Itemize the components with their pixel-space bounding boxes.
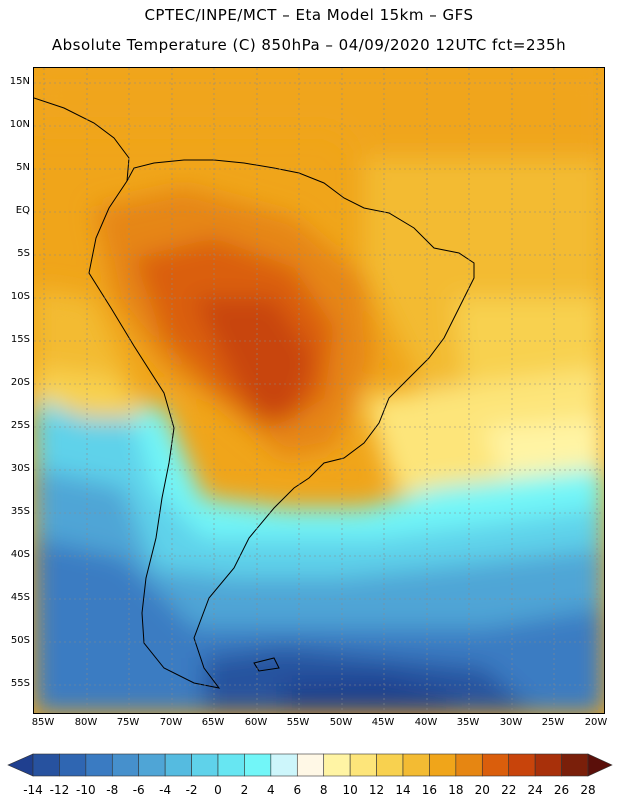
colorbar-label: -8: [106, 783, 119, 797]
lat-label: 15N: [9, 76, 30, 87]
colorbar-arrow-high: [587, 753, 613, 777]
chart-title-line2: Absolute Temperature (C) 850hPa – 04/09/…: [51, 36, 567, 54]
lat-label: 15S: [10, 334, 30, 345]
temperature-field: [34, 68, 604, 713]
colorbar-label: 26: [553, 783, 570, 797]
lon-label: 65W: [201, 717, 225, 728]
central-america-outline: [34, 97, 130, 182]
colorbar-label: 20: [474, 783, 490, 797]
colorbar-cell: [85, 753, 113, 777]
colorbar-label: 24: [527, 783, 543, 797]
colorbar-cell: [508, 753, 536, 777]
colorbar-label: 18: [448, 783, 464, 797]
lat-label: 30S: [10, 463, 30, 474]
colorbar-cell: [296, 753, 325, 777]
falklands-outline: [253, 657, 280, 672]
lat-label: 25S: [10, 420, 30, 431]
colorbar-cell: [244, 753, 272, 777]
lon-label: 80W: [74, 717, 98, 728]
lat-label: 5S: [17, 248, 30, 259]
graticule: [34, 68, 604, 713]
colorbar-label: -4: [159, 783, 172, 797]
colorbar-cell: [191, 753, 219, 777]
colorbar-cell: [481, 753, 510, 777]
lon-label: 75W: [116, 717, 140, 728]
lat-label: 55S: [10, 678, 30, 689]
lon-label: 50W: [329, 717, 353, 728]
lon-label: 40W: [414, 717, 438, 728]
map-svg: [34, 68, 604, 713]
lat-label: 35S: [10, 506, 30, 517]
lon-label: 60W: [244, 717, 268, 728]
lon-label: 45W: [371, 717, 395, 728]
lat-label: 10N: [9, 119, 30, 130]
lat-label: EQ: [15, 205, 30, 216]
colorbar-cell: [349, 753, 377, 777]
colorbar-cell: [217, 753, 245, 777]
colorbar-cell: [138, 753, 166, 777]
colorbar-label: 4: [267, 783, 275, 797]
colorbar-cell: [164, 753, 192, 777]
colorbar-cell: [59, 753, 87, 777]
colorbar-cell: [455, 753, 483, 777]
colorbar-label: 0: [214, 783, 222, 797]
colorbar-cell: [561, 753, 589, 777]
south-america-outline: [88, 159, 475, 689]
coastlines: [34, 97, 475, 689]
colorbar-label: 14: [395, 783, 411, 797]
colorbar-label: 8: [319, 783, 328, 797]
temperature-map: [33, 67, 605, 714]
lon-label: 70W: [159, 717, 183, 728]
lon-label: 20W: [584, 717, 608, 728]
colorbar-cell: [32, 753, 60, 777]
colorbar-cell: [111, 753, 140, 777]
colorbar-label: 22: [501, 783, 517, 797]
lon-label: 55W: [286, 717, 310, 728]
lat-label: 10S: [10, 291, 30, 302]
colorbar-label: 28: [580, 783, 596, 797]
colorbar-label: 12: [368, 783, 385, 797]
lat-label: 20S: [10, 377, 30, 388]
colorbar-label: 16: [421, 783, 438, 797]
colorbar-label: -12: [49, 783, 70, 797]
colorbar-arrow-low: [7, 753, 34, 777]
colorbar-cell: [376, 753, 404, 777]
colorbar-cell: [534, 753, 562, 777]
lat-label: 5N: [16, 162, 30, 173]
colorbar-label: 6: [293, 783, 302, 797]
colorbar-label: 10: [342, 783, 358, 797]
colorbar-label: -14: [23, 783, 43, 797]
colorbar-cell: [270, 753, 298, 777]
lon-label: 35W: [456, 717, 480, 728]
colorbar-label: -6: [132, 783, 145, 797]
lat-label: 45S: [10, 592, 30, 603]
lon-label: 25W: [541, 717, 565, 728]
colorbar: [7, 753, 613, 777]
colorbar-label: -10: [76, 783, 96, 797]
colorbar-cell: [402, 753, 430, 777]
lat-label: 40S: [10, 549, 30, 560]
lat-label: 50S: [10, 635, 30, 646]
lon-label: 30W: [499, 717, 523, 728]
colorbar-label: 2: [240, 783, 249, 797]
colorbar-cell: [323, 753, 351, 777]
chart-title-line1: CPTEC/INPE/MCT – Eta Model 15km – GFS: [144, 6, 474, 24]
colorbar-label: -2: [185, 783, 198, 797]
colorbar-cell: [429, 753, 457, 777]
lon-label: 85W: [31, 717, 55, 728]
